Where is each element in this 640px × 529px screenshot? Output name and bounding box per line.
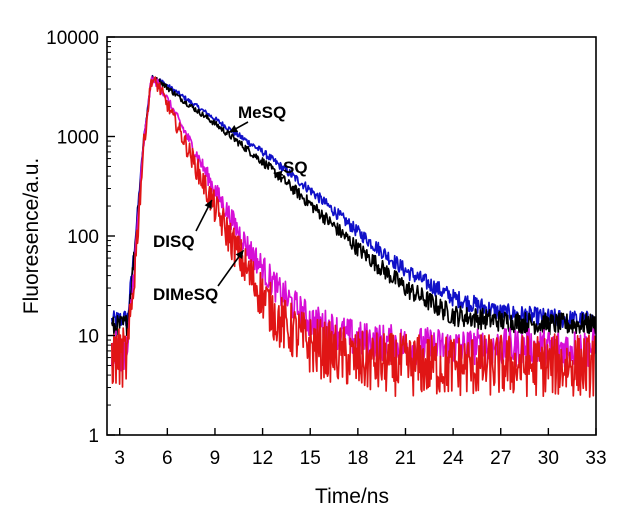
series-line-disq: [110, 76, 596, 398]
y-tick-label: 1: [88, 426, 99, 447]
y-tick-label: 10000: [46, 28, 99, 49]
x-tick-label: 27: [490, 448, 511, 469]
y-axis-title: Fluoresence/a.u.: [20, 158, 43, 314]
y-tick-label: 10: [78, 327, 99, 348]
annotation-label-disq: DISQ: [153, 232, 195, 251]
x-tick-label: 12: [252, 448, 273, 469]
series-layer: [110, 74, 596, 398]
x-tick-label: 6: [162, 448, 173, 469]
x-tick-label: 21: [395, 448, 416, 469]
annotation-label-dimesq: DIMeSQ: [153, 285, 218, 304]
annotation-arrowhead: [235, 250, 244, 259]
x-axis: 3 6 9 12 15 18 21 24 27 30 33: [114, 428, 607, 469]
y-tick-label: 1000: [57, 128, 99, 149]
x-tick-label: 18: [347, 448, 368, 469]
annotation-arrowhead: [273, 170, 283, 179]
x-axis-title: Time/ns: [315, 485, 389, 508]
annotation-arrowhead: [229, 125, 239, 133]
annotation-label-sq: SQ: [283, 158, 308, 177]
series-line-sq: [110, 75, 596, 338]
x-tick-label: 3: [114, 448, 125, 469]
x-tick-label: 15: [300, 448, 321, 469]
annotation-arrowhead: [204, 200, 212, 209]
series-line-mesq: [110, 74, 596, 330]
x-tick-label: 9: [210, 448, 221, 469]
annotation-label-mesq: MeSQ: [238, 103, 286, 122]
y-tick-label: 100: [67, 227, 99, 248]
y-axis: 1 10 100 1000 10000: [46, 28, 115, 447]
series-annotations: MeSQ SQ DISQ DIMeSQ: [153, 103, 308, 304]
x-tick-label: 33: [585, 448, 606, 469]
x-tick-label: 30: [538, 448, 559, 469]
x-tick-label: 24: [443, 448, 465, 469]
